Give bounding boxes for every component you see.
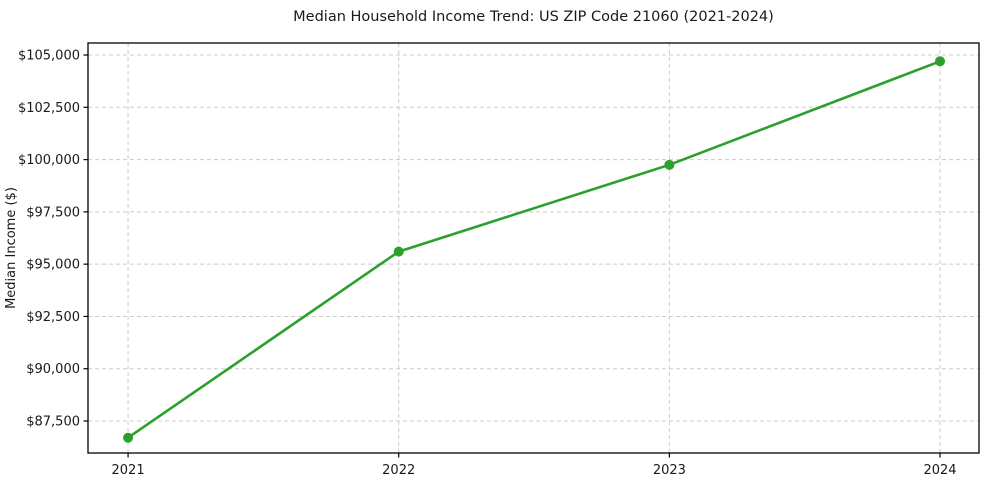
data-point [664, 159, 675, 170]
data-point [393, 246, 404, 257]
data-point [935, 56, 946, 67]
y-tick-label: $100,000 [18, 153, 80, 168]
y-tick-label: $92,500 [26, 310, 80, 325]
x-tick-label: 2021 [112, 463, 145, 478]
grid-layer [88, 43, 979, 453]
x-tick-label: 2023 [653, 463, 686, 478]
y-tick-label: $90,000 [26, 362, 80, 377]
data-point [123, 432, 134, 443]
y-tick-label: $87,500 [26, 415, 80, 430]
plot-border [87, 42, 980, 454]
y-tick-label: $95,000 [26, 258, 80, 273]
chart-title: Median Household Income Trend: US ZIP Co… [293, 9, 774, 25]
data-line [126, 59, 942, 440]
tick-layer: 2021 2022 2023 2024 $87,500 $90,000 $92,500 $95… [18, 49, 957, 478]
x-tick-label: 2022 [382, 463, 415, 478]
y-tick-label: $105,000 [18, 49, 80, 64]
y-tick-label: $102,500 [18, 101, 80, 116]
y-axis-label: Median Income ($) [4, 187, 19, 309]
x-tick-label: 2024 [923, 463, 956, 478]
y-tick-label: $97,500 [26, 205, 80, 220]
series-layer [123, 56, 946, 443]
